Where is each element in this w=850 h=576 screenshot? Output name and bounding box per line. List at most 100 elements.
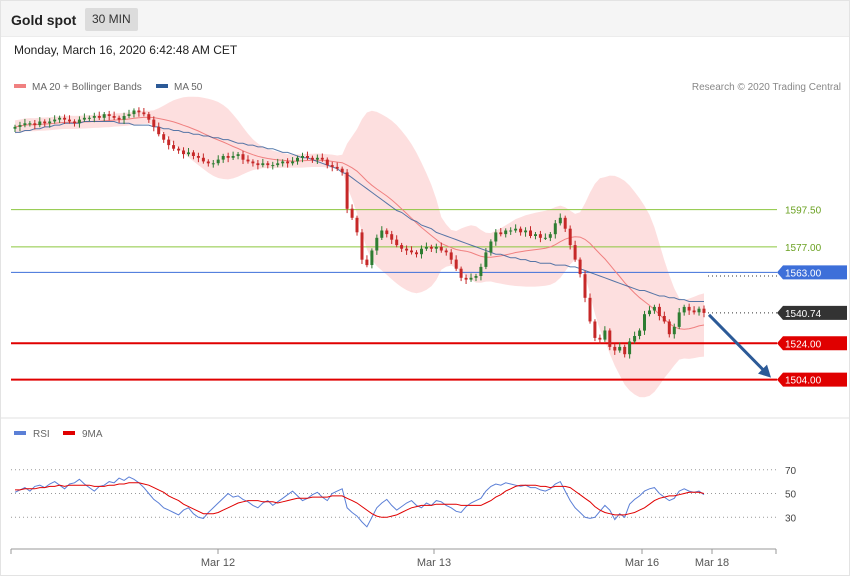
candle-body (652, 306, 656, 311)
timeframe-badge[interactable]: 30 MIN (85, 8, 138, 31)
candle-body (410, 250, 413, 253)
candle-body (167, 139, 171, 146)
candle-body (147, 114, 151, 120)
candle-body (583, 274, 587, 298)
legend-label-9ma: 9MA (82, 429, 103, 440)
candle-body (226, 156, 230, 158)
candle-body (340, 168, 344, 173)
candle-body (578, 259, 582, 275)
candle-body (211, 163, 215, 165)
candle-body (97, 116, 101, 118)
forecast-arrow-head (758, 364, 771, 378)
candle-body (236, 154, 240, 156)
copyright: Research © 2020 Trading Central (692, 82, 841, 93)
candle-body (618, 346, 622, 351)
candle-body (152, 119, 156, 127)
candle-body (306, 156, 309, 158)
candle-body (449, 252, 453, 260)
candle-body (281, 161, 285, 164)
level-label-support: 1504.00 (785, 376, 822, 387)
candle-body (677, 312, 681, 327)
rsi-series-9ma (15, 482, 705, 518)
candle-body (415, 252, 418, 255)
candle-body (563, 217, 567, 229)
candle-body (246, 159, 250, 162)
candle-body (107, 114, 111, 116)
candle-body (315, 157, 319, 160)
candle-body (157, 126, 161, 135)
candle-body (335, 166, 339, 169)
legend-label-ma50: MA 50 (174, 82, 203, 93)
rsi-legend: RSI 9MA (14, 429, 103, 440)
x-tick-label: Mar 18 (695, 557, 729, 569)
candle-body (92, 116, 96, 118)
candle-body (177, 148, 181, 151)
candle-body (499, 232, 503, 235)
forecast-arrow-shaft (707, 313, 767, 373)
candle-body (48, 121, 52, 124)
ma50-line (15, 121, 704, 302)
candle-body (296, 157, 299, 162)
candle-body (256, 163, 260, 166)
legend-swatch-bollinger (14, 84, 26, 88)
candle-body (251, 161, 255, 164)
chart-header: Gold spot 30 MIN (1, 1, 849, 37)
legend-label-bollinger: MA 20 + Bollinger Bands (32, 82, 142, 93)
candle-body (633, 336, 637, 342)
candle-body (325, 159, 329, 166)
candle-body (588, 297, 592, 322)
candle-body (494, 232, 498, 242)
candle-body (63, 117, 67, 120)
candle-body (330, 165, 334, 167)
candle-body (23, 123, 27, 126)
candle-body (509, 230, 513, 232)
candle-body (375, 237, 379, 251)
candle-body (142, 112, 146, 115)
x-tick-label: Mar 13 (417, 557, 451, 569)
candle-body (122, 116, 126, 120)
candle-body (648, 310, 651, 315)
candle-body (444, 250, 448, 253)
candle-body (568, 228, 572, 246)
candle-body (489, 241, 493, 253)
candle-body (469, 277, 473, 280)
level-tag-support (777, 336, 847, 351)
candle-body (172, 145, 176, 149)
candle-body (68, 119, 71, 122)
candle-body (187, 152, 190, 155)
candle-body (672, 326, 676, 335)
candle-body (196, 156, 200, 158)
candle-body (73, 121, 76, 124)
rsi-series-rsi (14, 476, 705, 528)
candle-body (534, 234, 537, 236)
candle-body (390, 234, 394, 240)
candle-body (593, 321, 597, 338)
candle-body (405, 248, 409, 251)
candle-body (43, 121, 47, 124)
candle-body (216, 159, 220, 164)
candle-body (102, 114, 106, 118)
candle-body (291, 161, 295, 164)
candle-body (201, 157, 205, 162)
candle-body (454, 259, 458, 269)
candle-body (162, 134, 166, 140)
candle-body (697, 308, 701, 313)
candle-body (276, 163, 280, 166)
candle-body (608, 330, 612, 347)
x-tick-label: Mar 12 (201, 557, 235, 569)
timestamp: Monday, March 16, 2020 6:42:48 AM CET (14, 43, 238, 57)
level-label-last: 1540.74 (785, 309, 822, 320)
level-tag-last (777, 305, 847, 320)
candle-body (395, 239, 399, 246)
candle-body (231, 156, 235, 158)
candle-body (692, 310, 696, 313)
candle-body (112, 116, 116, 118)
rsi-tick-label: 50 (785, 490, 797, 501)
candle-body (266, 163, 270, 166)
candle-body (261, 163, 265, 166)
candle-body (53, 119, 57, 122)
candle-body (191, 152, 195, 156)
rsi-tick-label: 30 (785, 513, 797, 524)
candle-body (18, 125, 22, 127)
